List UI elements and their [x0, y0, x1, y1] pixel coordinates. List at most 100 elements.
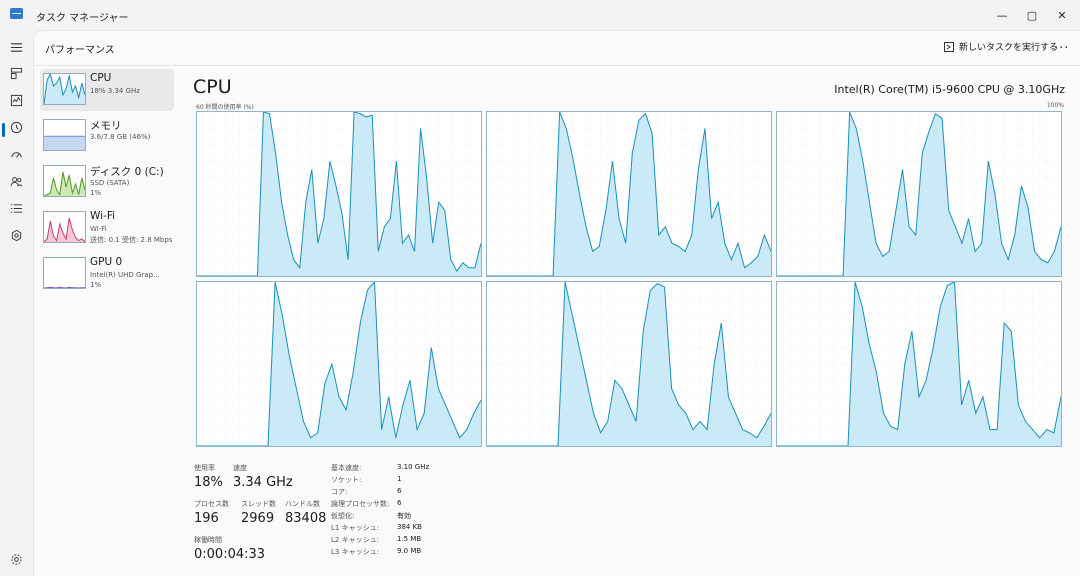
core-usage-line [777, 112, 1061, 276]
spec-value: 3.10 GHz [397, 463, 430, 471]
device-name: ディスク 0 (C:) [90, 166, 164, 178]
settings-icon[interactable] [4, 547, 28, 571]
device-detail: 1% [90, 281, 102, 289]
core-usage-line [487, 282, 771, 446]
device-gpu[interactable]: GPU 0 Intel(R) UHD Grap... 1% [40, 253, 174, 295]
core-graph-0 [196, 111, 482, 277]
device-name: Wi-Fi [90, 210, 116, 222]
device-detail: 送信: 0.1 受信: 2.8 Mbps [90, 236, 173, 244]
core-usage-line [777, 282, 1061, 446]
minimize-button[interactable]: — [996, 8, 1008, 22]
spec-value: 9.0 MB [397, 547, 422, 555]
core-graph-3 [196, 281, 482, 447]
core-usage-line [487, 112, 771, 276]
startup-icon[interactable] [4, 142, 28, 166]
core-graph-5 [776, 281, 1062, 447]
history-icon[interactable] [4, 115, 28, 139]
device-memory[interactable]: メモリ 3.6/7.8 GB (46%) [40, 115, 174, 157]
spec-key: 基本速度: [331, 464, 362, 472]
gpu-thumbnail [43, 257, 86, 289]
core-graph-2 [776, 111, 1062, 277]
spec-value: 1 [397, 475, 402, 483]
device-wifi[interactable]: Wi-Fi Wi-Fi 送信: 0.1 受信: 2.8 Mbps [40, 207, 174, 249]
performance-icon[interactable] [4, 88, 28, 112]
spec-value: 1.5 MB [397, 535, 422, 543]
menu-icon[interactable] [4, 35, 28, 59]
disk-thumb-line [44, 172, 85, 196]
spec-key: L3 キャッシュ: [331, 548, 379, 556]
gpu-thumb-line [44, 287, 85, 288]
window-title: タスク マネージャー [36, 13, 129, 24]
graph-max-label: 100% [1046, 102, 1064, 109]
handle-count-value: 83408 [285, 511, 327, 526]
spec-key: コア: [331, 488, 348, 496]
maximize-button[interactable]: ▢ [1026, 8, 1038, 22]
handle-count-label: ハンドル数 [285, 500, 320, 508]
memory-thumbnail [43, 119, 86, 151]
device-name: GPU 0 [90, 256, 123, 268]
device-detail: 18% 3.34 GHz [90, 87, 140, 95]
uptime-value: 0:00:04:33 [194, 547, 266, 562]
run-new-task-button[interactable]: 新しいタスクを実行する [944, 40, 1058, 53]
process-count-label: プロセス数 [194, 500, 229, 508]
processes-icon[interactable] [4, 61, 28, 85]
spec-key: L1 キャッシュ: [331, 524, 379, 532]
spec-key: 仮想化: [331, 512, 355, 520]
spec-value: 有効 [397, 512, 411, 520]
core-usage-line [197, 282, 481, 446]
core-graph-4 [486, 281, 772, 447]
usage-label: 使用率 [194, 464, 215, 472]
core-graph-1 [486, 111, 772, 277]
mem-thumb-area [44, 136, 85, 150]
services-icon[interactable] [4, 223, 28, 247]
wifi-thumbnail [43, 211, 86, 243]
speed-label: 速度 [233, 464, 247, 472]
device-detail: SSD (SATA) [90, 179, 130, 187]
process-count-value: 196 [194, 511, 219, 526]
cpu-thumb-area [44, 74, 85, 104]
nav-selection-indicator [2, 123, 5, 137]
device-detail: Intel(R) UHD Grap... [90, 271, 160, 279]
core-usage-area [197, 282, 481, 446]
page-title: パフォーマンス [45, 45, 115, 56]
close-button[interactable]: ✕ [1057, 8, 1067, 22]
thread-count-label: スレッド数 [241, 500, 276, 508]
task-manager-icon [10, 8, 23, 19]
spec-key: L2 キャッシュ: [331, 536, 379, 544]
run-task-label: 新しいタスクを実行する [959, 43, 1059, 53]
usage-value: 18% [194, 475, 223, 490]
users-icon[interactable] [4, 169, 28, 193]
spec-value: 384 KB [397, 523, 422, 531]
page-header: パフォーマンス 新しいタスクを実行する ... [34, 31, 1080, 66]
device-cpu[interactable]: CPU 18% 3.34 GHz [40, 69, 174, 111]
main-title: CPU [193, 76, 232, 98]
cpu-core-graphs [196, 111, 1063, 448]
spec-key: 論理プロセッサ数: [331, 500, 390, 508]
device-detail: Wi-Fi [90, 225, 107, 233]
spec-value: 6 [397, 499, 402, 507]
device-list: CPU 18% 3.34 GHz メモリ 3.6/7.8 GB (46%) ディ… [40, 69, 176, 299]
title-bar: タスク マネージャー — ▢ ✕ [0, 0, 1080, 30]
cpu-model: Intel(R) Core(TM) i5-9600 CPU @ 3.10GHz [834, 83, 1065, 96]
core-usage-area [197, 112, 481, 276]
details-icon[interactable] [4, 196, 28, 220]
disk-thumb-area [44, 172, 85, 196]
cpu-thumbnail [43, 73, 86, 105]
cpu-stats: 使用率 18% 速度 3.34 GHz プロセス数 196 スレッド数 2969… [194, 463, 614, 573]
more-options-button[interactable]: ... [1054, 37, 1070, 52]
uptime-label: 稼働時間 [194, 536, 222, 544]
device-detail: 3.6/7.8 GB (46%) [90, 133, 151, 141]
graph-axis-label: 60 秒間の使用率 (%) [196, 104, 254, 111]
disk-thumbnail [43, 165, 86, 197]
device-detail: 1% [90, 189, 102, 197]
device-name: メモリ [90, 120, 122, 132]
cpu-thumb-line [44, 74, 85, 104]
spec-value: 6 [397, 487, 402, 495]
device-disk[interactable]: ディスク 0 (C:) SSD (SATA) 1% [40, 161, 174, 203]
spec-key: ソケット: [331, 476, 362, 484]
wifi-thumb-line [44, 218, 85, 242]
speed-value: 3.34 GHz [233, 475, 293, 490]
core-usage-line [197, 112, 481, 276]
thread-count-value: 2969 [241, 511, 275, 526]
device-name: CPU [90, 72, 112, 84]
